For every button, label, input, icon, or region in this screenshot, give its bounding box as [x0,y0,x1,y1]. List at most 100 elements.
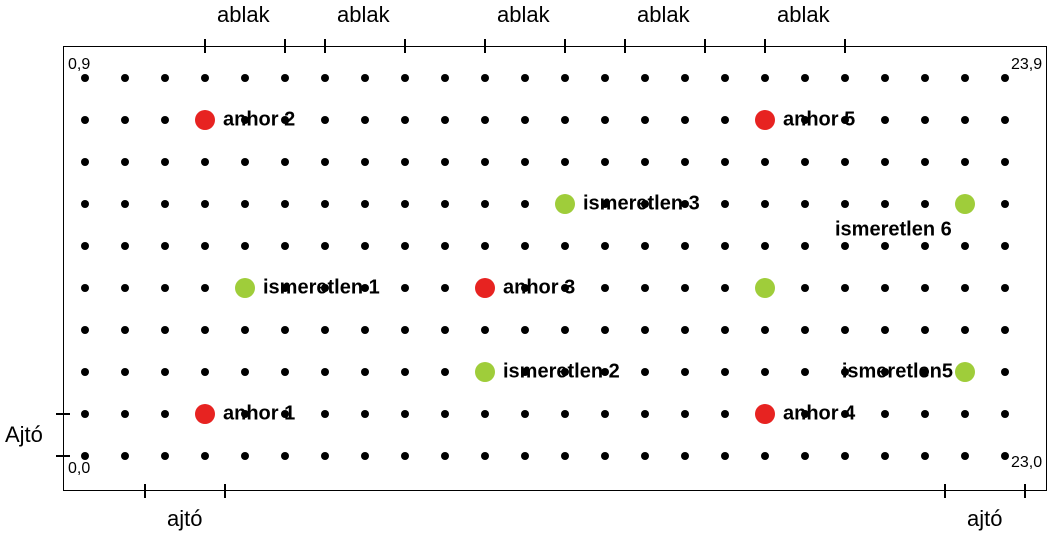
grid-dot [201,326,209,334]
grid-dot [321,116,329,124]
grid-dot [121,200,129,208]
grid-dot [361,452,369,460]
grid-dot [961,242,969,250]
grid-dot [401,242,409,250]
grid-dot [441,284,449,292]
grid-dot [121,158,129,166]
grid-dot [121,116,129,124]
grid-dot [881,200,889,208]
grid-dot [401,158,409,166]
window-tick [624,39,626,53]
grid-dot [401,326,409,334]
anchor-label: anhor 4 [783,403,855,426]
door-tick [944,484,946,498]
grid-dot [841,158,849,166]
grid-dot [441,242,449,250]
grid-dot [481,452,489,460]
grid-dot [841,74,849,82]
grid-dot [881,452,889,460]
grid-dot [801,368,809,376]
grid-dot [721,410,729,418]
grid-dot [321,242,329,250]
grid-dot [321,368,329,376]
grid-dot [161,158,169,166]
grid-dot [521,200,529,208]
window-tick [764,39,766,53]
grid-dot [721,452,729,460]
window-tick [564,39,566,53]
window-label: ablak [217,2,270,28]
grid-dot [681,410,689,418]
grid-dot [561,158,569,166]
window-tick [844,39,846,53]
grid-dot [161,410,169,418]
grid-dot [201,74,209,82]
grid-dot [81,284,89,292]
unknown-label: ismeretlen 3 [583,193,700,216]
grid-dot [201,284,209,292]
grid-dot [81,410,89,418]
grid-dot [121,74,129,82]
grid-dot [81,242,89,250]
grid-dot [881,74,889,82]
grid-dot [81,452,89,460]
window-tick [404,39,406,53]
grid-dot [361,116,369,124]
grid-dot [161,200,169,208]
grid-dot [921,284,929,292]
grid-dot [441,368,449,376]
corner-coord: 0,9 [68,56,90,74]
corner-coord: 23,9 [1011,56,1042,74]
grid-dot [441,200,449,208]
grid-dot [681,452,689,460]
door-label: ajtó [967,506,1002,532]
grid-dot [681,368,689,376]
anchor-point [755,110,775,130]
grid-dot [801,326,809,334]
grid-dot [521,116,529,124]
grid-dot [241,200,249,208]
grid-dot [81,200,89,208]
anchor-point [755,404,775,424]
grid-dot [721,284,729,292]
grid-dot [721,242,729,250]
grid-dot [361,200,369,208]
grid-dot [961,116,969,124]
grid-dot [641,452,649,460]
grid-dot [721,326,729,334]
grid-dot [481,74,489,82]
unknown-label: ismeretlen5 [842,361,953,384]
grid-dot [921,326,929,334]
grid-dot [321,326,329,334]
grid-dot [801,158,809,166]
grid-dot [281,74,289,82]
grid-dot [521,158,529,166]
grid-dot [1001,452,1009,460]
grid-dot [161,74,169,82]
grid-dot [401,452,409,460]
grid-dot [681,158,689,166]
grid-dot [401,200,409,208]
grid-dot [481,242,489,250]
grid-dot [721,368,729,376]
grid-dot [401,74,409,82]
side-door-label: Ajtó [5,422,43,448]
grid-dot [841,326,849,334]
grid-dot [81,368,89,376]
grid-dot [481,326,489,334]
grid-dot [441,158,449,166]
grid-dot [801,452,809,460]
grid-dot [921,200,929,208]
anchor-point [195,404,215,424]
grid-dot [601,452,609,460]
side-door-tick [56,455,70,457]
grid-dot [761,74,769,82]
grid-dot [561,74,569,82]
grid-dot [441,74,449,82]
window-label: ablak [497,2,550,28]
grid-dot [521,326,529,334]
grid-dot [681,242,689,250]
grid-dot [961,410,969,418]
grid-dot [921,116,929,124]
grid-dot [641,368,649,376]
